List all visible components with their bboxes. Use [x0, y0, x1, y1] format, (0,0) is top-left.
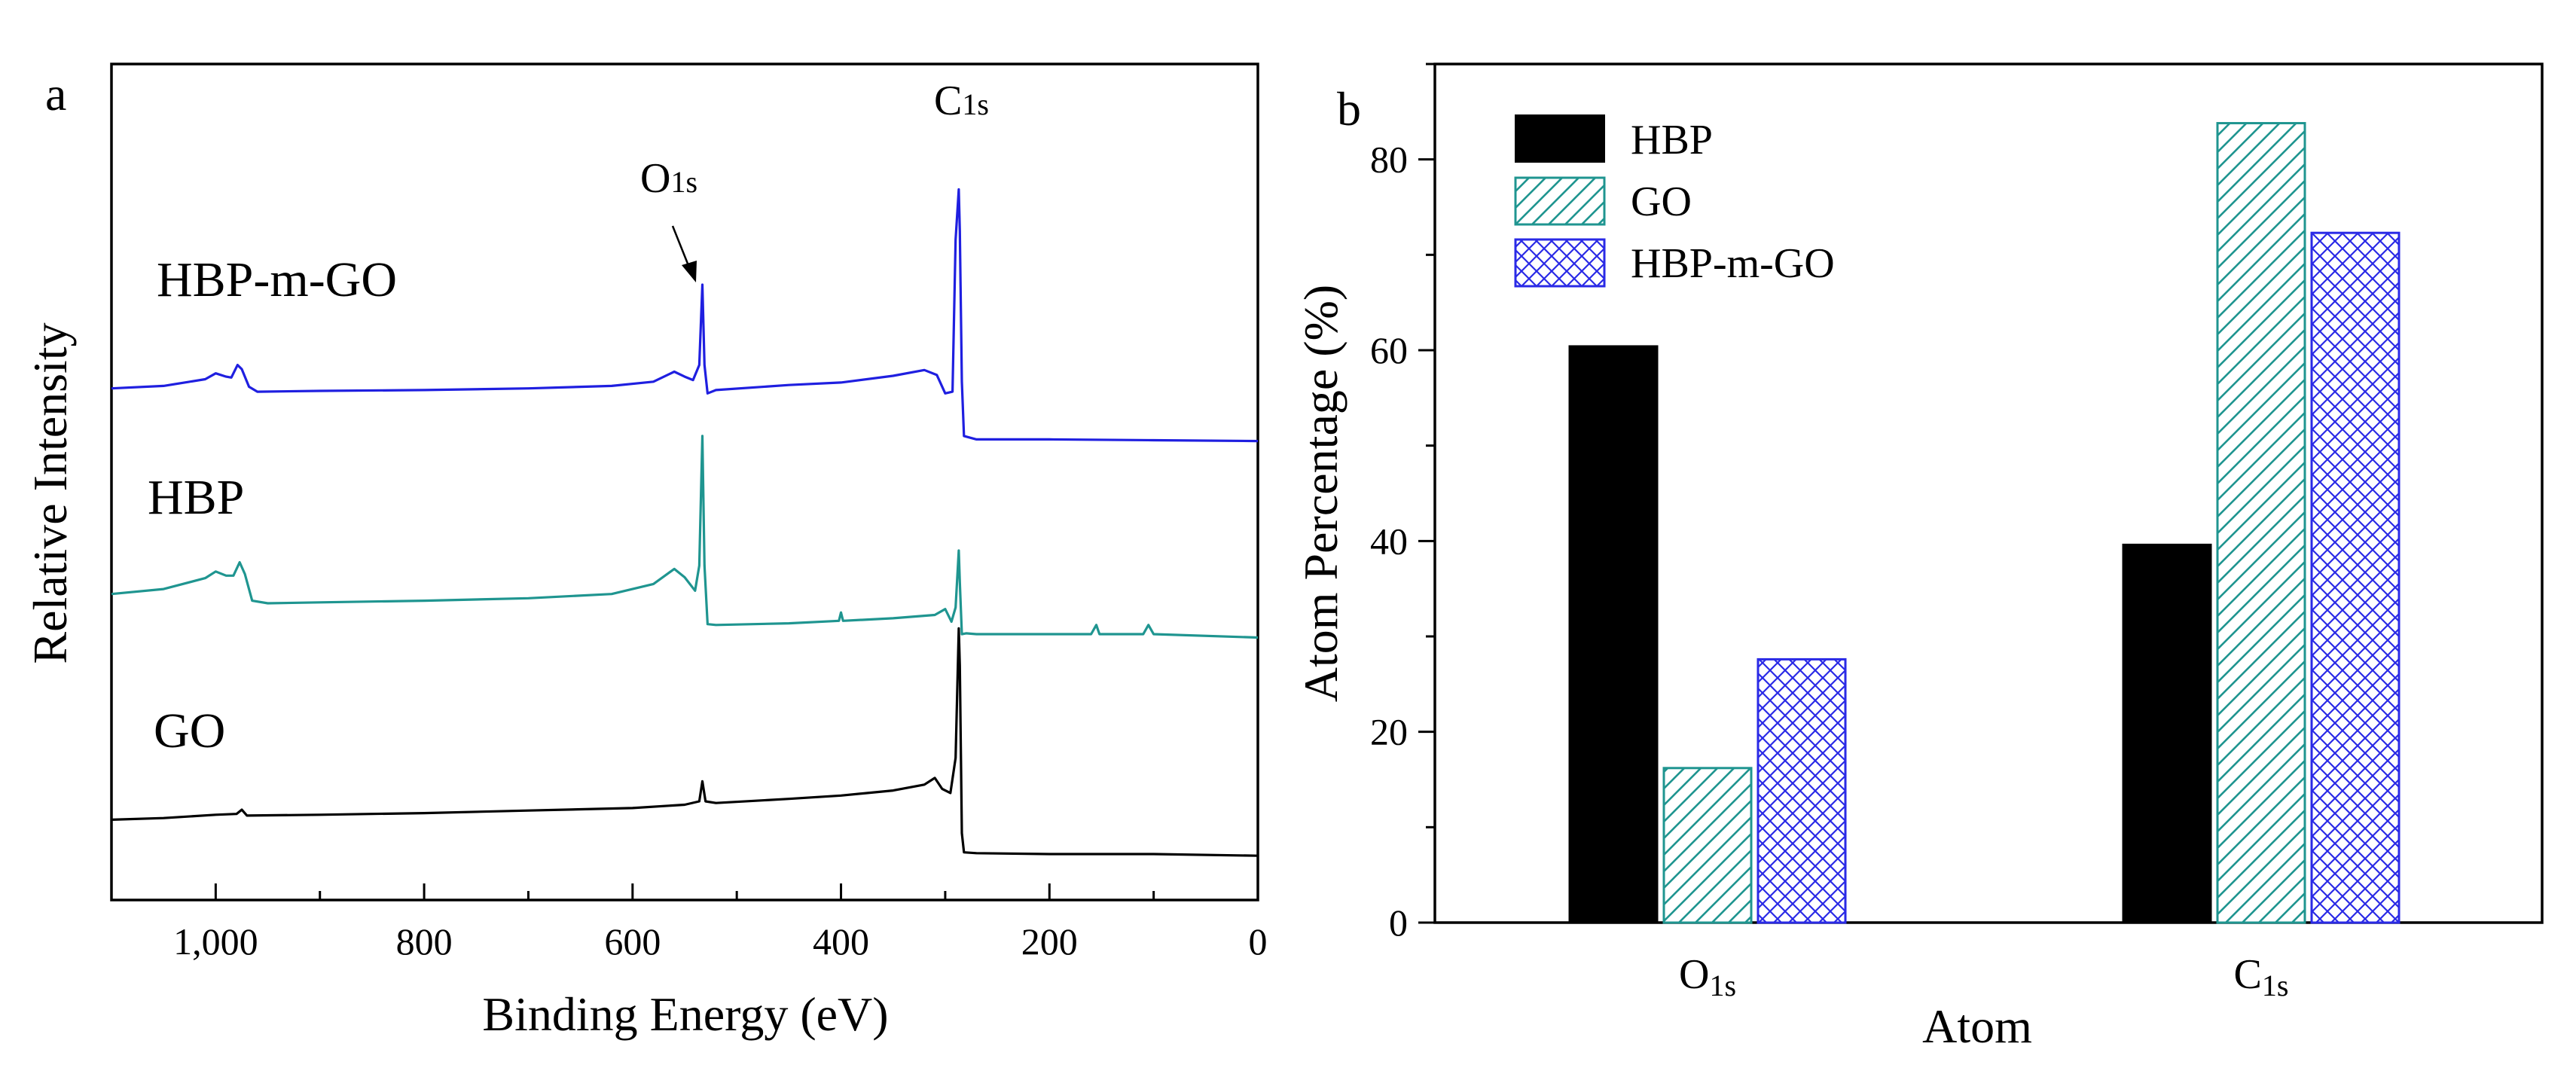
series-label-hbp-m-go: HBP-m-GO [157, 252, 397, 307]
x-tick-label-a: 800 [396, 920, 453, 963]
series-line-hbp-m-go [111, 188, 1259, 443]
bar-go-o1s [1662, 767, 1753, 924]
x-axis-title-a: Binding Energy (eV) [482, 987, 888, 1041]
y-tick-label-b: 0 [1389, 902, 1408, 944]
x-axis-a: 1,000 800 600 400 200 0 [110, 883, 1268, 963]
y-axis-b: 0 20 40 60 80 [1370, 63, 1435, 944]
series-line-hbp [111, 435, 1259, 639]
y-tick-label-b: 60 [1370, 329, 1408, 371]
plot-frame-b [1433, 63, 2544, 924]
legend-swatch-hbp-m-go [1514, 238, 1606, 288]
y-tick-label-b: 20 [1370, 711, 1408, 753]
y-axis-title-a: Relative Intensity [23, 322, 77, 664]
category-label-o1s: O1s [1679, 951, 1736, 1002]
y-tick-label-b: 40 [1370, 520, 1408, 562]
peak-label-o1s: O1s [640, 155, 697, 202]
peak-labels-a: O1s C1s [640, 78, 989, 282]
series-label-go: GO [154, 703, 225, 758]
category-labels-b: O1s C1s [1679, 951, 2288, 1002]
x-tick-label-a: 0 [1249, 920, 1268, 963]
legend-label-hbp-m-go: HBP-m-GO [1631, 240, 1835, 287]
legend-label-hbp: HBP [1631, 117, 1713, 163]
panel-label-a: a [45, 67, 66, 121]
series-line-go [111, 627, 1259, 857]
legend-swatch-go [1514, 176, 1606, 226]
legend-label-go: GO [1631, 178, 1692, 225]
bar-hbp-o1s [1568, 345, 1659, 924]
peak-arrow-head [682, 261, 697, 282]
series-labels-a: HBP-m-GO HBP GO [148, 252, 397, 758]
y-axis-title-b: Atom Percentage (%) [1294, 285, 1348, 702]
y-tick-label-b: 80 [1370, 139, 1408, 181]
legend-b: HBP GO HBP-m-GO [1514, 114, 1835, 288]
bar-go-c1s [2216, 122, 2306, 924]
bars-b [1568, 122, 2401, 924]
panel-label-b: b [1337, 82, 1361, 136]
bar-hbp-m-go-o1s [1757, 657, 1847, 924]
x-tick-label-a: 600 [604, 920, 661, 963]
bar-hbp-m-go-c1s [2310, 231, 2401, 924]
peak-label-c1s: C1s [934, 78, 989, 124]
x-tick-label-a: 1,000 [173, 920, 258, 963]
x-tick-label-a: 200 [1021, 920, 1078, 963]
legend-swatch-hbp [1515, 114, 1605, 163]
x-tick-label-a: 400 [813, 920, 869, 963]
panel-b: b 0 20 40 60 80 O1s C1s Atom Atom Percentage… [1294, 63, 2544, 1053]
bar-hbp-c1s [2122, 543, 2212, 924]
panel-a: a 1,000 800 600 400 200 0 HBP-m-GO HBP GO O1s… [23, 63, 1268, 1041]
category-label-c1s: C1s [2234, 951, 2289, 1002]
x-axis-title-b: Atom [1922, 999, 2032, 1053]
series-group-a [111, 188, 1259, 857]
plot-frame-a [110, 63, 1259, 902]
series-label-hbp: HBP [148, 470, 244, 525]
